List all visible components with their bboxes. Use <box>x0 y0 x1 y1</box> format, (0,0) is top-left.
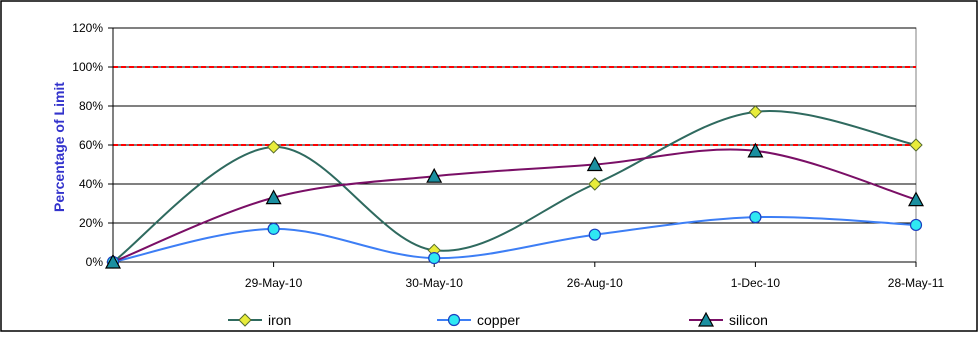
y-tick-label: 80% <box>79 99 103 113</box>
data-point-silicon <box>104 253 122 269</box>
legend-label-copper: copper <box>477 312 520 328</box>
data-point-iron <box>909 138 923 152</box>
x-tick-label: 1-Dec-10 <box>731 276 781 290</box>
data-point-silicon <box>907 191 925 207</box>
y-tick-label: 40% <box>79 177 103 191</box>
x-tick-label: 28-May-11 <box>888 276 945 290</box>
y-tick-label: 120% <box>72 21 103 35</box>
legend-marker-silicon <box>697 311 715 327</box>
data-point-silicon <box>747 142 764 158</box>
data-point-iron <box>266 140 281 154</box>
y-axis-title: Percentage of Limit <box>51 82 67 212</box>
legend-marker-iron <box>238 313 252 327</box>
y-tick-label: 60% <box>79 138 103 152</box>
x-tick-label: 26-Aug-10 <box>567 276 623 290</box>
y-tick-label: 20% <box>79 216 103 230</box>
data-point-iron <box>588 177 602 191</box>
legend-marker-copper <box>447 313 461 327</box>
y-tick-label: 100% <box>72 60 103 74</box>
legend-label-silicon: silicon <box>729 312 768 328</box>
data-point-copper <box>428 252 441 265</box>
data-point-copper <box>267 222 280 235</box>
data-point-copper <box>588 228 601 241</box>
x-tick-label: 29-May-10 <box>245 276 303 290</box>
legend-label-iron: iron <box>268 312 291 328</box>
data-point-silicon <box>426 167 443 183</box>
data-point-silicon <box>265 189 282 205</box>
y-tick-label: 0% <box>86 255 104 269</box>
data-point-copper <box>749 211 762 224</box>
series-line-copper <box>112 215 917 263</box>
series-line-silicon <box>112 148 917 263</box>
data-point-silicon <box>586 156 603 172</box>
series-line-iron <box>112 110 917 263</box>
x-tick-label: 30-May-10 <box>406 276 464 290</box>
data-point-iron <box>748 105 763 119</box>
data-point-copper <box>909 218 923 232</box>
